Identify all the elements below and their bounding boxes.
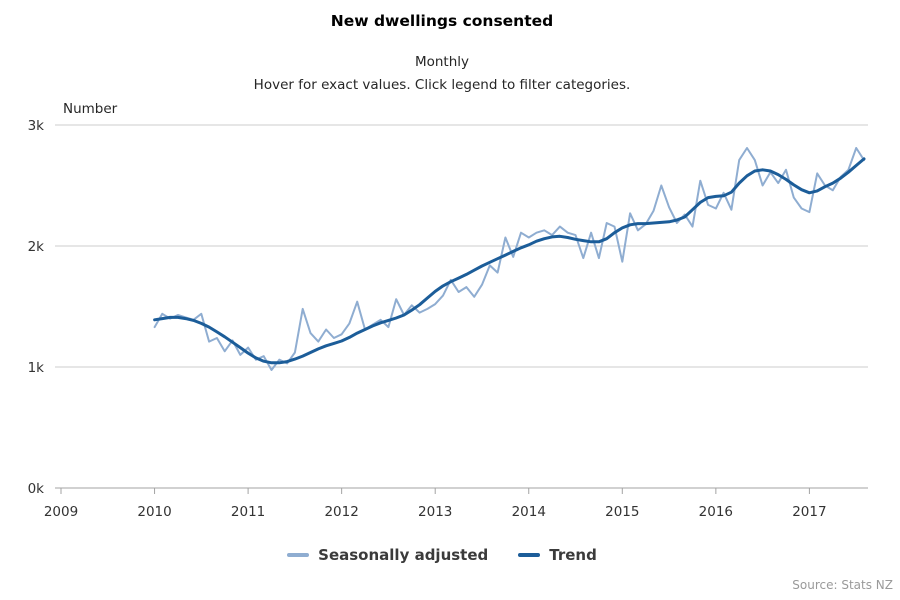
legend-label-trend: Trend	[549, 546, 597, 564]
y-tick-label: 3k	[28, 118, 45, 134]
seasonally-adjusted-line-swatch	[287, 553, 310, 557]
chart-subtitle: Monthly	[414, 54, 470, 70]
x-tick-label: 2013	[418, 504, 452, 520]
legend-item-seasonally-adjusted[interactable]: Seasonally adjusted	[287, 546, 488, 564]
legend-label-seasonally-adjusted: Seasonally adjusted	[318, 546, 489, 564]
chart-instruction: Hover for exact values. Click legend to …	[253, 77, 631, 93]
x-tick-label: 2010	[137, 504, 171, 520]
y-tick-label: 2k	[28, 239, 45, 255]
chart-header: New dwellings consented Monthly Hover fo…	[0, 13, 884, 97]
legend: Seasonally adjusted Trend	[0, 546, 884, 564]
y-axis-title: Number	[63, 101, 118, 117]
x-tick-label: 2014	[512, 504, 546, 520]
x-tick-label: 2012	[324, 504, 358, 520]
y-tick-label: 0k	[28, 481, 45, 497]
x-tick-label: 2016	[699, 504, 733, 520]
x-tick-label: 2017	[792, 504, 826, 520]
y-tick-label: 1k	[28, 360, 45, 376]
x-tick-label: 2015	[605, 504, 639, 520]
series-line-trend[interactable]	[153, 157, 866, 365]
trend-line-swatch	[518, 553, 541, 557]
chart-title: New dwellings consented	[330, 12, 554, 30]
legend-item-trend[interactable]: Trend	[518, 546, 597, 564]
series-line-seasonally-adjusted[interactable]	[153, 147, 865, 371]
source-attribution: Source: Stats NZ	[792, 578, 893, 592]
x-tick-label: 2011	[231, 504, 265, 520]
x-tick-label: 2009	[44, 504, 78, 520]
